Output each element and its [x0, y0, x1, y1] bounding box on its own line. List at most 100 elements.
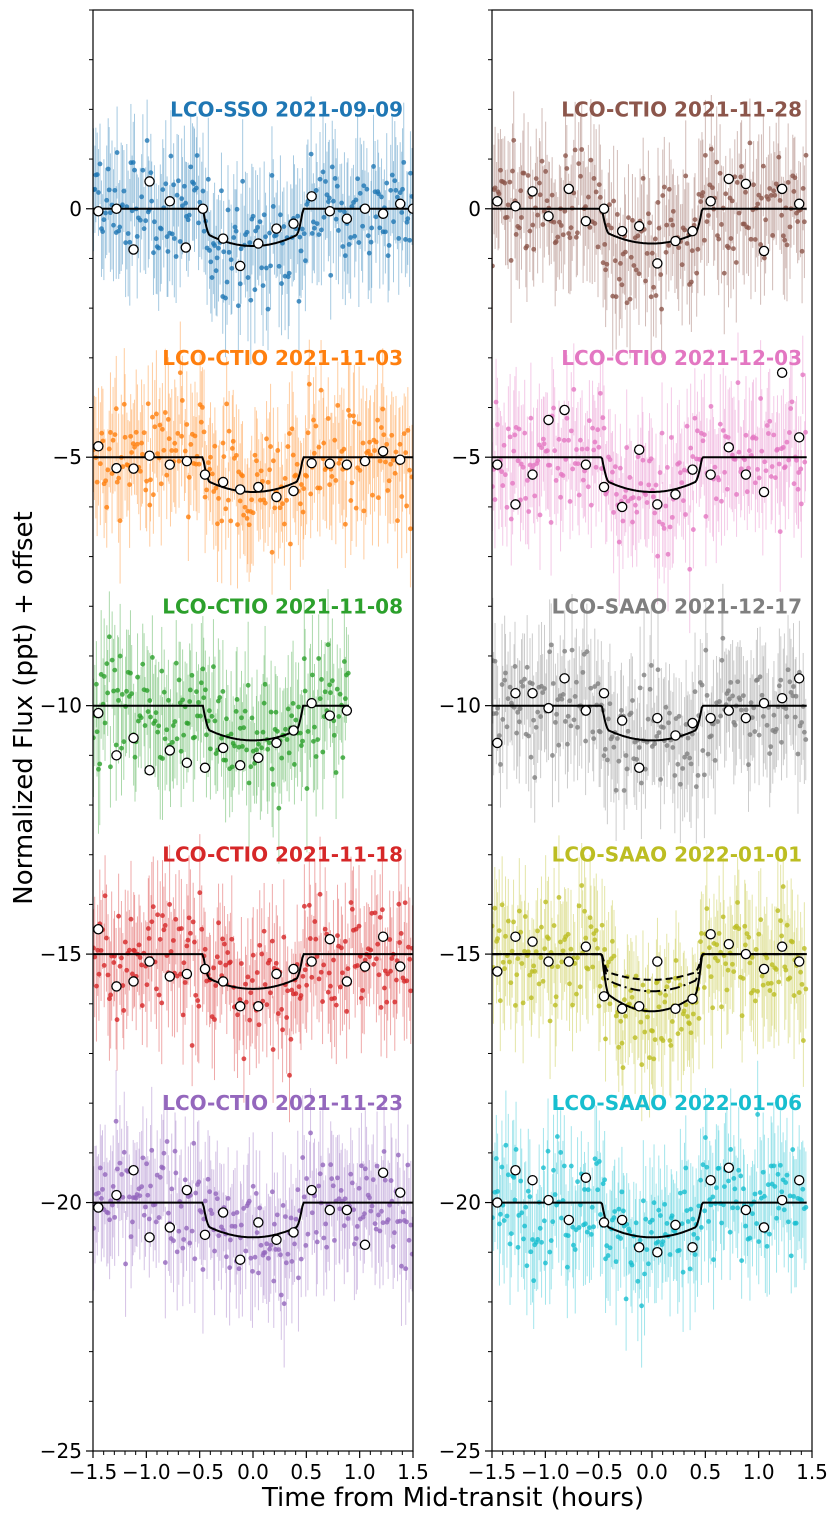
data-point [649, 1217, 655, 1223]
data-point [511, 137, 517, 143]
data-point [508, 980, 514, 986]
data-point [172, 719, 178, 724]
binned-point [341, 213, 353, 224]
data-point [190, 919, 196, 925]
data-point [613, 294, 619, 300]
data-point [784, 242, 790, 248]
data-point [606, 959, 612, 965]
data-point [679, 1221, 685, 1227]
data-point [322, 689, 328, 695]
data-point [407, 237, 413, 243]
data-point [601, 425, 607, 431]
data-point [716, 477, 722, 483]
data-point [542, 686, 547, 691]
data-point [104, 935, 109, 941]
data-point [525, 949, 531, 955]
data-point [139, 962, 144, 968]
data-point [197, 199, 203, 205]
data-point [533, 176, 539, 182]
data-point [501, 442, 507, 448]
data-point [169, 448, 175, 453]
data-point [746, 465, 751, 471]
data-point [516, 908, 522, 914]
data-point [787, 679, 793, 685]
data-point [646, 211, 651, 217]
data-point [572, 147, 578, 153]
data-point [169, 1186, 175, 1192]
data-point [379, 1208, 384, 1214]
data-point [764, 955, 770, 961]
data-point [599, 466, 605, 471]
binned-point [723, 705, 735, 716]
binned-point [217, 742, 229, 754]
data-point [313, 188, 319, 193]
data-point [535, 458, 541, 463]
data-point [225, 1195, 231, 1201]
data-point [589, 1204, 595, 1210]
data-point [777, 529, 783, 535]
data-point [696, 1016, 702, 1021]
data-point [333, 478, 339, 483]
data-point [554, 1134, 560, 1139]
binned-point [527, 1174, 538, 1186]
binned-point [197, 203, 209, 215]
data-point [133, 1195, 139, 1201]
data-point [568, 225, 574, 231]
binned-point [217, 976, 229, 987]
data-point [582, 1187, 587, 1192]
binned-point [793, 198, 805, 210]
data-point [527, 1194, 533, 1200]
data-point [505, 696, 511, 702]
dataset-5: LCO-SAAO 2022-01-06 [492, 1060, 809, 1368]
data-point [308, 151, 314, 157]
data-point [99, 430, 105, 436]
data-point [625, 728, 631, 734]
data-point [620, 1208, 626, 1214]
data-point [375, 941, 381, 947]
binned-point [288, 725, 299, 736]
data-point [284, 497, 290, 503]
data-point [693, 784, 699, 790]
data-point [396, 236, 402, 241]
data-point [776, 979, 782, 985]
data-point [578, 1202, 583, 1208]
binned-point [164, 745, 176, 756]
data-point [737, 697, 743, 703]
data-point [595, 945, 600, 951]
data-point [632, 1035, 638, 1041]
data-point [213, 485, 219, 491]
binned-point [324, 1204, 336, 1216]
data-point [389, 956, 395, 961]
data-point [322, 926, 328, 932]
data-point [719, 498, 724, 504]
data-point [376, 495, 381, 501]
data-point [105, 972, 111, 978]
data-point [333, 216, 339, 222]
data-point [342, 1196, 348, 1202]
binned-point [705, 1174, 716, 1186]
data-point [800, 372, 806, 378]
data-point [248, 990, 254, 996]
data-point [538, 714, 544, 719]
data-point [497, 1221, 502, 1227]
data-point [646, 989, 651, 994]
data-point [369, 225, 375, 231]
data-point [381, 432, 387, 438]
data-point [97, 461, 103, 467]
data-point [524, 1263, 530, 1269]
data-point [254, 1230, 260, 1235]
data-point [773, 967, 779, 972]
data-point [172, 1148, 178, 1154]
data-point [346, 407, 351, 413]
data-point [403, 450, 409, 456]
data-point [196, 220, 201, 226]
data-point [141, 430, 147, 436]
data-point [668, 435, 674, 440]
binned-point [670, 489, 681, 500]
data-point [598, 1212, 603, 1217]
data-point [645, 716, 651, 722]
data-point [113, 742, 119, 748]
data-point [320, 169, 326, 175]
data-point [791, 189, 797, 194]
data-point [140, 1155, 146, 1161]
